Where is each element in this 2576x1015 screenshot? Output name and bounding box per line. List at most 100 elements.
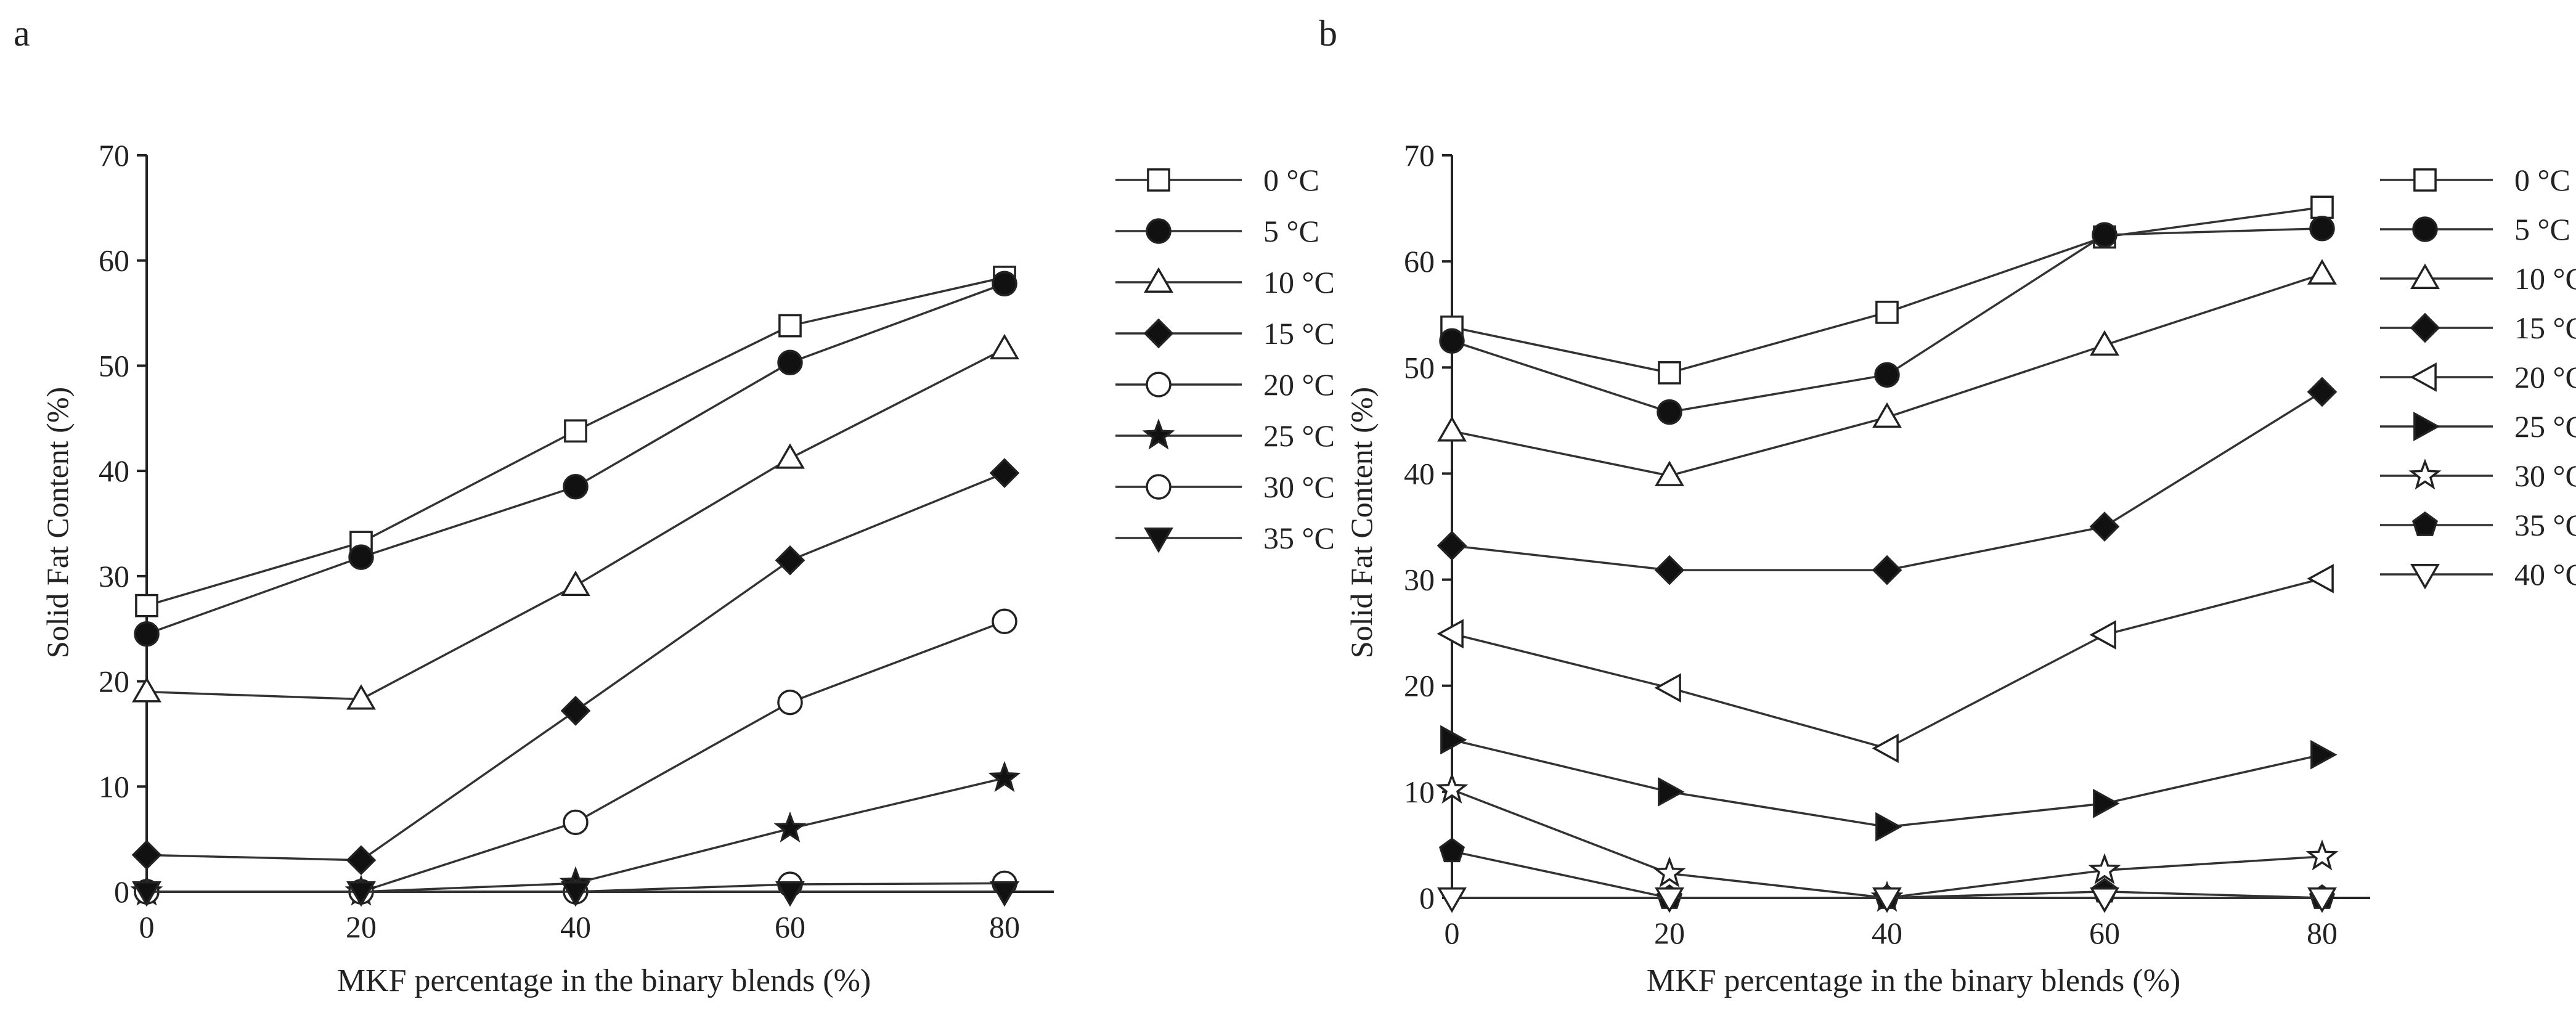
panel-b-y-tick-label: 70 — [1404, 138, 1435, 173]
panel-b-legend-entry-10c: 10 °C — [2380, 261, 2576, 296]
panel-b-series-20c-point — [2307, 563, 2334, 593]
panel-a-y-tick-label: 0 — [114, 874, 129, 909]
panel-a-legend-marker — [1143, 318, 1174, 349]
panel-b-series-5c — [1439, 216, 2335, 425]
panel-b-series-30c-point — [2088, 853, 2121, 884]
panel-b-y-tick-label: 10 — [1404, 775, 1435, 809]
panel-a-series-10c-point — [990, 333, 1019, 360]
panel-b-series-10c-point — [2090, 330, 2119, 356]
panel-b-series-5c-point — [2092, 222, 2117, 248]
panel-b-x-axis-title: MKF percentage in the binary blends (%) — [1647, 963, 2180, 998]
panel-a-series-0c-point — [135, 593, 158, 618]
panel-a-legend-label: 5 °C — [1263, 214, 1319, 248]
panel-b-series-25c-point — [2093, 788, 2120, 818]
panel-b-series-20c-line — [1451, 577, 2323, 750]
panel-a-y-axis-title: Solid Fat Content (%) — [40, 387, 75, 658]
panel-b-y-tick-label: 60 — [1404, 244, 1435, 279]
panel-a-series-5c-point — [348, 544, 374, 570]
panel-a-x-tick-label: 40 — [560, 910, 591, 944]
panel-b-legend-entry-30c: 30 °C — [2380, 459, 2576, 493]
panel-b-legend-entry-15c: 15 °C — [2380, 311, 2576, 345]
panel-a-legend: 0 °C 5 °C 10 °C 15 °C 20 °C 25 °C 30 °C 35 °C — [1115, 163, 1335, 555]
panel-b-y-tick-label: 40 — [1404, 456, 1435, 491]
panel-b-y-tick-label: 0 — [1419, 881, 1435, 915]
panel-a-legend-label: 25 °C — [1263, 418, 1335, 453]
panel-a-legend-label: 15 °C — [1263, 316, 1335, 351]
panel-b-series-10c-point — [1655, 460, 1684, 486]
panel-b-legend-marker — [2413, 168, 2437, 192]
panel-b-series-10c-point — [2307, 259, 2337, 285]
panel-a-legend-marker — [1146, 474, 1172, 500]
panel-b-series-10c — [1437, 259, 2337, 486]
panel-b-series-20c-point — [1654, 673, 1681, 703]
panel-b-series-35c-point — [1438, 838, 1465, 863]
panel-b-legend-marker — [2410, 564, 2440, 590]
panel-a-series-10c — [132, 333, 1019, 710]
panel-a-legend-label: 35 °C — [1263, 521, 1335, 555]
panel-a-series-15c-point — [989, 458, 1020, 488]
panel-a-legend-marker — [1146, 218, 1172, 244]
panel-a-y-tick-label: 20 — [99, 664, 129, 699]
panel-b-legend: 0 °C 5 °C 10 °C 15 °C 20 °C 25 °C 30 °C 35 °C 40… — [2380, 163, 2576, 592]
panel-b-x-tick-label: 0 — [1445, 916, 1460, 950]
panel-b-legend-label: 15 °C — [2514, 311, 2576, 345]
panel-a-legend-marker — [1147, 168, 1170, 192]
panel-a-series-10c-point — [132, 677, 161, 703]
panel-a-y-tick-label: 10 — [99, 769, 129, 804]
panel-a-series-0c-point — [564, 419, 587, 443]
panel-b-legend-marker — [2410, 362, 2437, 392]
panel-b-legend-entry-40c: 40 °C — [2380, 557, 2576, 592]
panel-a-legend-entry-20c: 20 °C — [1115, 367, 1335, 402]
panel-b-series-40c-point — [1437, 887, 1467, 913]
panel-b-legend-marker — [2410, 263, 2440, 289]
panel-a-legend-entry-0c: 0 °C — [1115, 163, 1319, 197]
panel-a-legend-marker — [1146, 372, 1172, 397]
panel-a-series-20c-point — [777, 689, 803, 715]
panel-b-series-25c-point — [1875, 812, 1902, 842]
panel-b-series-40c-point — [2090, 887, 2119, 913]
panel-a-series-5c-point — [777, 349, 803, 376]
panel-b-series-25c-point — [1658, 777, 1685, 807]
panel-a-series-10c-point — [561, 570, 590, 597]
panel-b-y-tick-label: 30 — [1404, 563, 1435, 597]
panel-a-series-15c-line — [146, 471, 1005, 862]
panel-a-series-25c-point — [988, 760, 1021, 793]
panel-a-series-15c-point — [560, 696, 591, 726]
panel-a: a 0 10 20 30 40 50 60 70 0 20 40 60 80 MKF percenta… — [14, 13, 1335, 998]
panel-a-legend-label: 20 °C — [1263, 367, 1335, 402]
panel-b-legend-label: 5 °C — [2514, 212, 2570, 247]
panel-b-series-25c — [1440, 725, 2338, 842]
panel-a-x-tick-label: 60 — [775, 910, 805, 944]
panel-b-y-tick-label: 50 — [1404, 350, 1435, 385]
panel-b-series-20c — [1437, 563, 2334, 764]
panel-a-y-tick-label: 70 — [99, 138, 129, 173]
panel-b-legend-label: 20 °C — [2514, 360, 2576, 394]
panel-a-series-25c-point — [773, 811, 807, 843]
panel-b-series-30c-point — [1653, 856, 1686, 888]
panel-a-series-35c-point — [132, 881, 161, 907]
panel-a-x-axis-title: MKF percentage in the binary blends (%) — [337, 963, 871, 998]
panel-b-legend-marker — [2413, 412, 2440, 441]
panel-b-legend-marker — [2412, 216, 2438, 242]
panel-a-series-35c-point — [346, 881, 376, 907]
panel-b-series-15c-point — [1437, 531, 1467, 561]
panel-b-series-15c-point — [1872, 555, 1902, 585]
panel-a-legend-entry-30c: 30 °C — [1115, 470, 1335, 504]
panel-b-legend-label: 35 °C — [2514, 508, 2576, 542]
panel-b-series-10c-point — [1437, 416, 1467, 442]
panel-a-legend-entry-35c: 35 °C — [1115, 521, 1335, 555]
panel-a-series-5c-point — [563, 474, 589, 500]
panel-a-x-tick-label: 20 — [346, 910, 377, 944]
panel-a-legend-entry-15c: 15 °C — [1115, 316, 1335, 351]
panel-b-x-tick-label: 60 — [2089, 916, 2120, 950]
panel-b-legend-label: 0 °C — [2514, 163, 2570, 197]
panel-b-series-15c-point — [2307, 377, 2338, 407]
panel-a-legend-entry-5c: 5 °C — [1115, 214, 1319, 248]
panel-b-series-40c — [1437, 887, 2337, 913]
panel-a-series-20c-point — [563, 809, 589, 836]
panel-a-series-5c-point — [992, 271, 1017, 297]
panel-b-legend-entry-25c: 25 °C — [2380, 409, 2576, 444]
panel-b-legend-label: 30 °C — [2514, 459, 2576, 493]
panel-a-series-10c-point — [775, 443, 805, 469]
panel-b-series-0c-point — [1658, 361, 1681, 385]
